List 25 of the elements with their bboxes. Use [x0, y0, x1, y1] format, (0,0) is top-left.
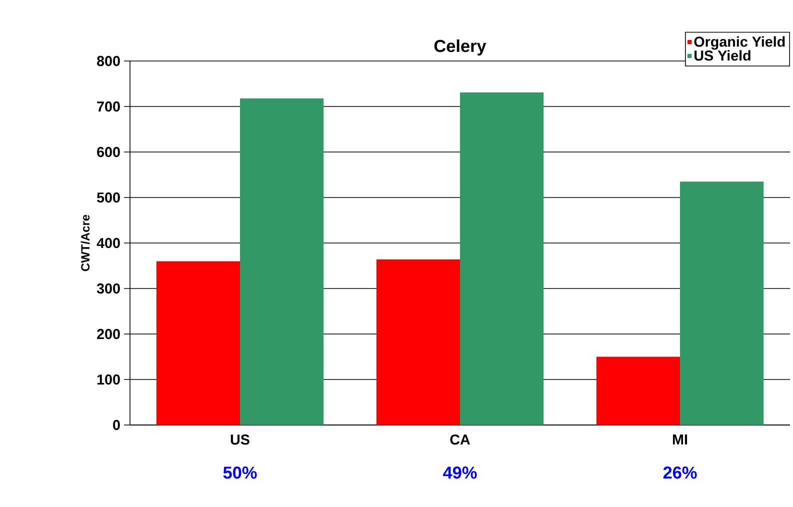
y-tick-label: 700	[97, 101, 120, 112]
chart-title: Celery	[434, 39, 486, 56]
x-tick-label: MI	[672, 434, 688, 444]
y-axis-title: CWT/Acre	[80, 214, 90, 272]
y-tick-label: 100	[97, 374, 120, 385]
bar	[460, 92, 544, 425]
text: 50%	[223, 466, 257, 479]
y-tick-label: 500	[96, 192, 120, 203]
legend-label: Organic Yield	[694, 36, 785, 50]
x-tick-label: US	[230, 434, 250, 445]
y-tick-label: 400	[96, 238, 120, 248]
bar	[156, 261, 240, 425]
bar	[596, 356, 680, 425]
bar	[240, 98, 324, 425]
y-tick-label: 600	[97, 146, 120, 158]
text: 26%	[663, 466, 697, 479]
x-tick-label: CA	[450, 434, 470, 445]
y-tick-label: 300	[96, 283, 120, 294]
legend-label: US Yield	[694, 50, 750, 61]
bar	[680, 182, 764, 425]
bar	[376, 259, 460, 425]
text: 49%	[443, 466, 477, 479]
y-tick-label: 800	[96, 56, 120, 66]
y-tick-label: 0	[113, 420, 120, 430]
y-tick-label: 200	[97, 328, 120, 340]
